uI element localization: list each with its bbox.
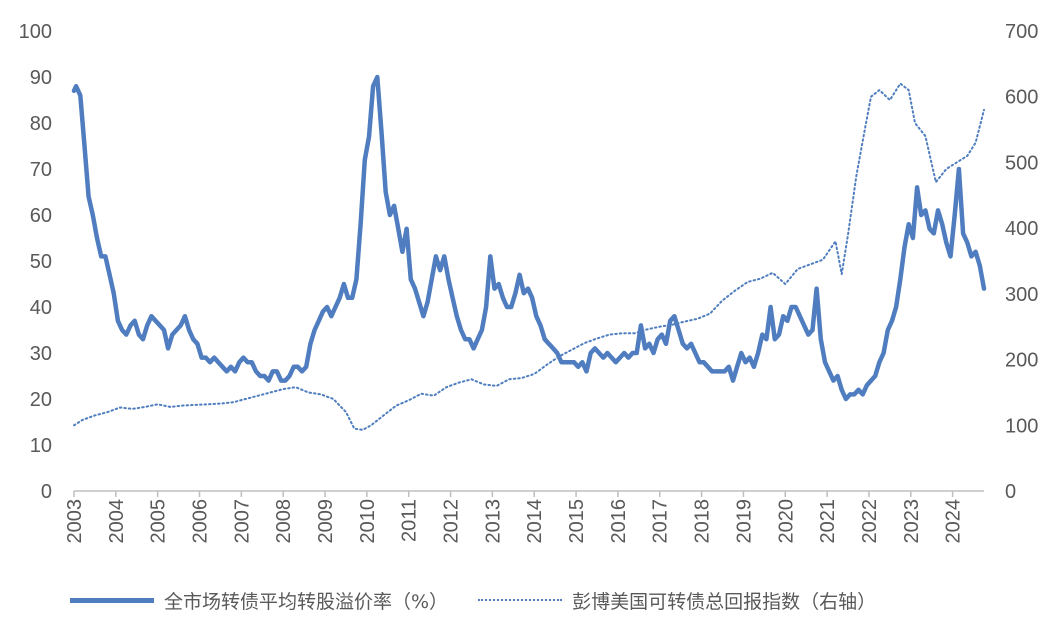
x-axis: 2003 2004 2005 2006 2007 2008 2009 2010 2011 2012… xyxy=(64,491,965,544)
y-left-tick-label: 90 xyxy=(30,67,52,89)
x-tick-label: 2021 xyxy=(817,499,839,544)
y-left-tick-label: 80 xyxy=(30,113,52,135)
series-line-bloomberg xyxy=(73,82,985,431)
x-tick-label: 2024 xyxy=(943,499,965,544)
y-left-tick-label: 70 xyxy=(30,159,52,181)
chart: 0 10 20 30 40 50 60 70 80 90 100 0 100 200 300 400 500 6… xyxy=(19,21,1039,544)
x-tick-label: 2004 xyxy=(106,499,128,544)
x-tick-label: 2008 xyxy=(273,499,295,544)
y-right-tick-label: 500 xyxy=(1005,152,1038,174)
y-right-tick-label: 400 xyxy=(1005,218,1038,240)
x-tick-label: 2023 xyxy=(901,499,923,544)
x-tick-label: 2005 xyxy=(148,499,170,544)
y-left-tick-label: 50 xyxy=(30,251,52,273)
x-tick-label: 2009 xyxy=(315,499,337,544)
x-tick-label: 2003 xyxy=(64,499,86,544)
y-right-tick-label: 600 xyxy=(1005,87,1038,109)
series-line-premium xyxy=(71,74,987,402)
legend: 全市场转债平均转股溢价率（%） 彭博美国可转债总回报指数（右轴） xyxy=(70,583,1050,617)
y-left-tick-label: 40 xyxy=(30,297,52,319)
y-left-tick-label: 20 xyxy=(30,389,52,411)
y-left-tick-label: 0 xyxy=(41,481,52,503)
series-layer xyxy=(71,74,987,431)
y-right-tick-label: 0 xyxy=(1005,481,1016,503)
x-tick-label: 2020 xyxy=(775,499,797,544)
y-left-tick-label: 30 xyxy=(30,343,52,365)
x-tick-label: 2011 xyxy=(399,499,421,542)
y-right-tick-label: 100 xyxy=(1005,415,1038,437)
y-right-tick-label: 300 xyxy=(1005,284,1038,306)
legend-item-bloomberg: 彭博美国可转债总回报指数（右轴） xyxy=(478,587,876,614)
x-tick-label: 2019 xyxy=(733,499,755,544)
y-left-tick-label: 100 xyxy=(19,21,52,43)
x-tick-label: 2010 xyxy=(357,499,379,544)
x-tick-label: 2014 xyxy=(524,499,546,544)
x-tick-label: 2012 xyxy=(441,499,463,544)
x-tick-label: 2015 xyxy=(566,499,588,544)
legend-label-bloomberg: 彭博美国可转债总回报指数（右轴） xyxy=(572,590,877,613)
x-tick-label: 2018 xyxy=(692,499,714,544)
x-tick-label: 2013 xyxy=(482,499,504,544)
legend-item-premium: 全市场转债平均转股溢价率（%） xyxy=(70,587,448,614)
legend-label-premium: 全市场转债平均转股溢价率（%） xyxy=(164,590,449,613)
y-axis-left: 0 10 20 30 40 50 60 70 80 90 100 xyxy=(19,21,52,503)
x-tick-label: 2006 xyxy=(190,499,212,544)
x-tick-label: 2007 xyxy=(231,499,253,544)
legend-swatch-solid xyxy=(70,597,154,603)
y-right-tick-label: 700 xyxy=(1005,21,1038,43)
x-tick-label: 2016 xyxy=(608,499,630,544)
x-tick-label: 2022 xyxy=(859,499,881,544)
y-left-tick-label: 60 xyxy=(30,205,52,227)
x-tick-label: 2017 xyxy=(650,499,672,544)
y-axis-right: 0 100 200 300 400 500 600 700 xyxy=(1005,21,1038,503)
y-left-tick-label: 10 xyxy=(30,435,52,457)
y-right-tick-label: 200 xyxy=(1005,350,1038,372)
legend-swatch-dotted xyxy=(478,599,563,601)
